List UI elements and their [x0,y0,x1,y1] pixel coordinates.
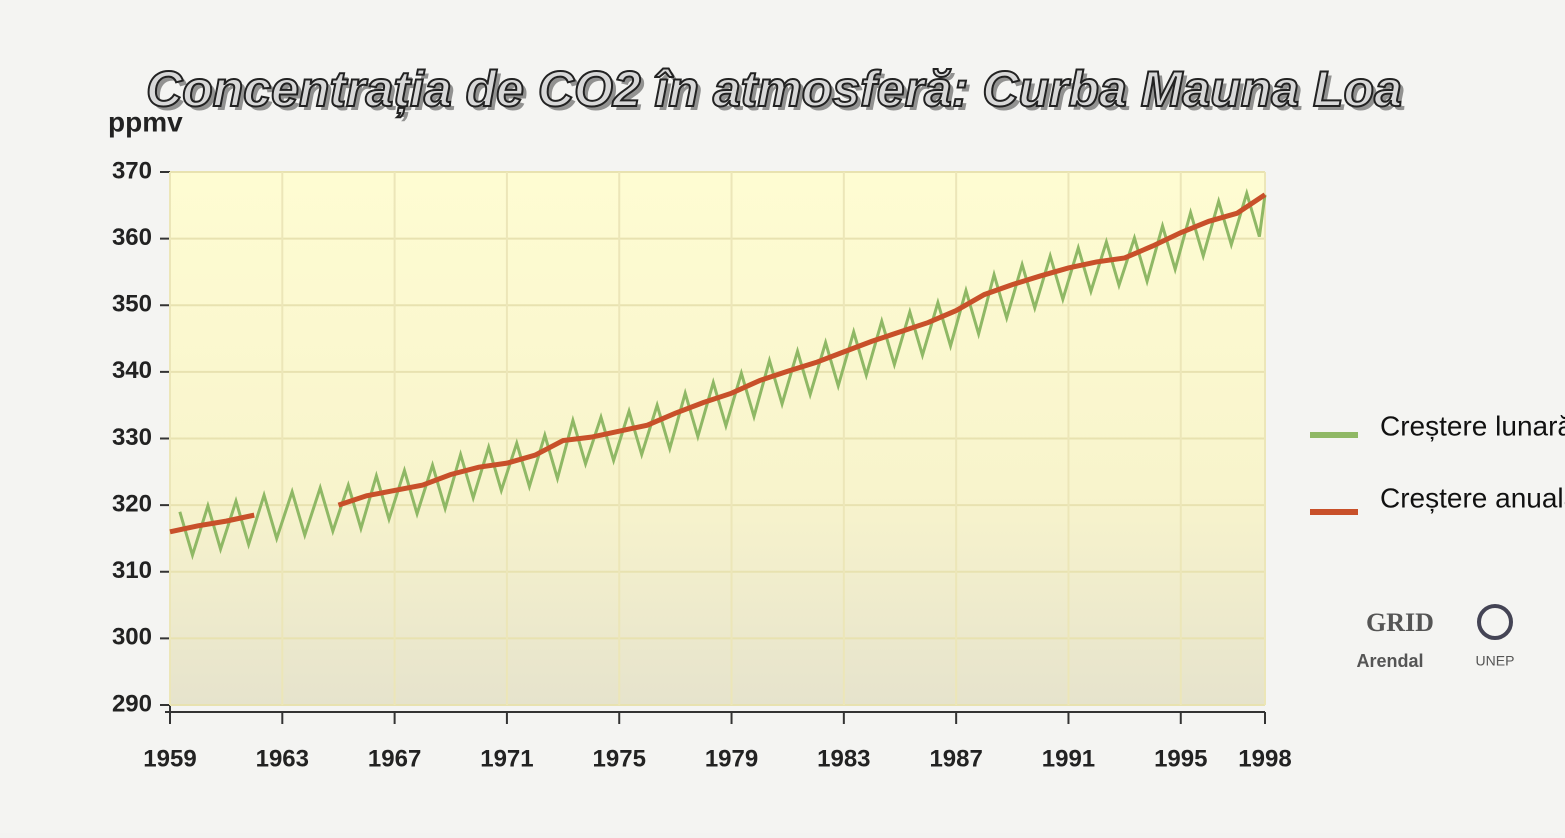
y-tick-label: 320 [112,490,152,517]
logo-name: GRID [1366,608,1434,637]
x-tick-label: 1991 [1042,745,1095,772]
chart-title: Concentrația de CO2 în atmosferă: Curba … [146,61,1402,117]
y-tick-label: 340 [112,357,152,384]
y-tick-label: 350 [112,291,152,318]
logo-sub: Arendal [1356,651,1423,671]
legend-label: Creștere lunară [1380,410,1565,441]
y-axis-label: ppmv [108,106,183,137]
legend-label: Creștere anuală [1380,482,1565,513]
x-tick-label: 1975 [593,745,646,772]
title-shadow: Concentrația de CO2 în atmosferă: Curba … [150,65,1406,121]
y-tick-label: 310 [112,557,152,584]
x-tick-label: 1967 [368,745,421,772]
logo-org: UNEP [1476,653,1515,669]
x-tick-label: 1998 [1238,745,1291,772]
y-tick-label: 370 [112,157,152,184]
x-tick-label: 1959 [143,745,196,772]
y-tick-label: 360 [112,224,152,251]
x-tick-label: 1963 [256,745,309,772]
x-tick-label: 1995 [1154,745,1207,772]
x-tick-label: 1971 [480,745,533,772]
y-tick-label: 330 [112,424,152,451]
x-tick-label: 1983 [817,745,870,772]
series-line [169,192,1267,535]
series-line [178,188,1267,561]
x-tick-label: 1979 [705,745,758,772]
y-tick-label: 290 [112,690,152,717]
y-tick-label: 300 [112,624,152,651]
x-tick-label: 1987 [929,745,982,772]
logo-icon [1477,604,1513,640]
